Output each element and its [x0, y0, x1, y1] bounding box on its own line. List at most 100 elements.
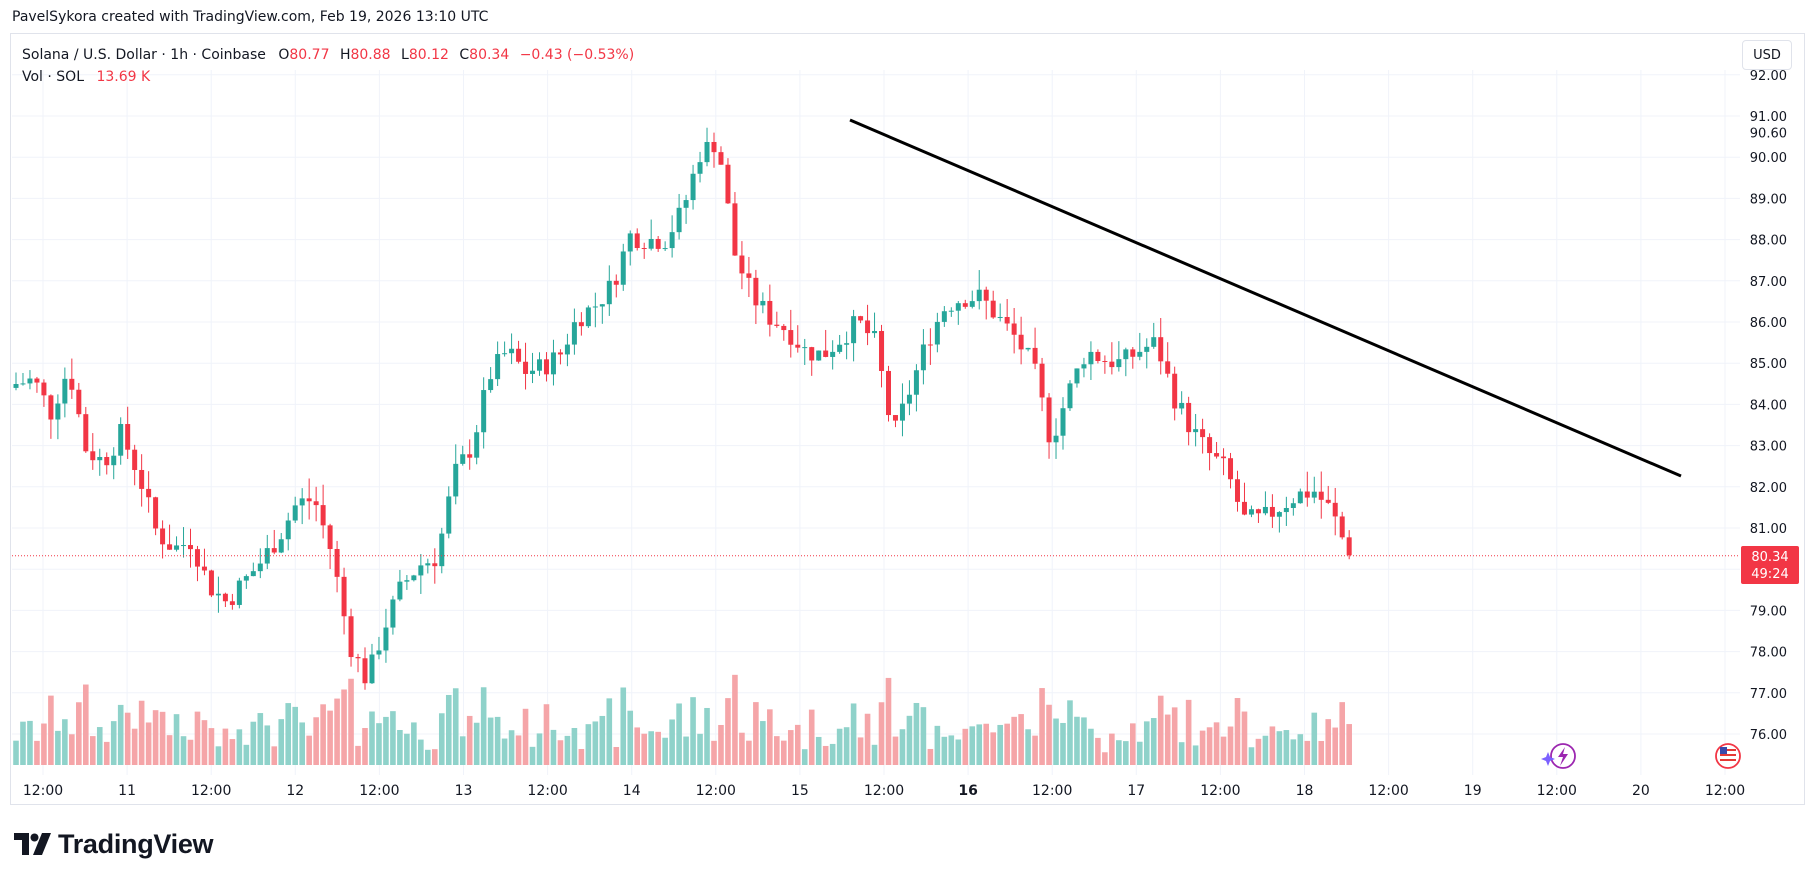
volume-bar [1290, 739, 1297, 765]
candle-body [530, 370, 536, 374]
volume-bar [1060, 722, 1066, 765]
candle-body [1158, 337, 1164, 362]
volume-bar [1192, 745, 1199, 765]
volume-bar [669, 719, 675, 765]
candle-body [292, 505, 298, 521]
volume-bar [1018, 714, 1024, 765]
candle-body [188, 545, 193, 550]
lightning-icon[interactable] [1541, 743, 1576, 769]
volume-bar [152, 710, 159, 765]
candle-body [753, 277, 759, 306]
candle-body [732, 203, 738, 256]
volume-bar [173, 714, 180, 765]
candle-body [41, 382, 47, 396]
volume-bar [948, 735, 955, 765]
volume-bar [892, 736, 899, 765]
close-label: C [459, 47, 470, 63]
price-tag-countdown: 49:24 [1751, 567, 1788, 582]
time-tick-label: 20 [1632, 783, 1650, 799]
candle-body [111, 455, 117, 466]
candle-body [557, 352, 563, 355]
volume-bar [452, 688, 459, 765]
symbol-name[interactable]: Solana / U.S. Dollar · 1h · Coinbase [22, 47, 266, 63]
candle-body [495, 354, 501, 380]
candle-body [90, 451, 96, 461]
candle-body [174, 545, 180, 550]
volume-bar [20, 721, 26, 765]
tradingview-logo[interactable]: TradingView [14, 829, 214, 859]
candle-body [571, 322, 577, 345]
time-tick-label: 12 [286, 783, 304, 799]
candle-body [997, 316, 1003, 318]
price-tick-label: 83.00 [1750, 440, 1787, 455]
candle-body [858, 316, 864, 321]
volume-bar [760, 721, 766, 765]
volume-bar [732, 674, 738, 765]
candle-body [306, 498, 312, 502]
volume-label[interactable]: Vol · SOL [22, 69, 85, 85]
candle-body [1276, 512, 1282, 517]
candle-body [599, 304, 605, 307]
volume-bar [292, 706, 298, 765]
time-tick-label: 12:00 [191, 783, 231, 799]
price-tick-label: 76.00 [1750, 728, 1787, 743]
candle-body [1109, 361, 1115, 368]
candle-body [278, 539, 284, 553]
volume-bar [404, 733, 410, 765]
volume-bar [808, 709, 815, 765]
candle-body [606, 280, 612, 305]
volume-bar [1283, 730, 1290, 765]
price-tick-label: 88.00 [1750, 234, 1787, 249]
volume-bar [459, 736, 466, 765]
volume-bar [627, 710, 634, 765]
volume-bar [801, 749, 808, 765]
volume-bar [704, 707, 710, 765]
volume-bar [187, 739, 194, 765]
candle-body [627, 233, 633, 252]
volume-bar [536, 733, 543, 765]
candle-body [446, 496, 452, 534]
volume-bar [955, 739, 962, 765]
time-tick-label: 14 [623, 783, 641, 799]
candle-body [976, 289, 982, 302]
candle-body [404, 580, 410, 582]
volume-bar [1102, 752, 1108, 765]
candle-body [76, 389, 82, 415]
chart-frame[interactable] [10, 33, 1805, 805]
volume-bar [850, 703, 857, 765]
volume-bar [494, 716, 501, 765]
us-flag-icon[interactable] [1715, 743, 1741, 769]
candle-body [243, 576, 249, 581]
candle-body [795, 344, 801, 348]
candle-body [641, 248, 647, 250]
candle-body [934, 321, 940, 345]
volume-bar [138, 700, 145, 765]
volume-bar [920, 707, 927, 765]
volume-bar [1311, 712, 1318, 765]
time-tick-label: 12:00 [696, 783, 736, 799]
volume-bar [250, 721, 257, 765]
volume-bar [1081, 717, 1087, 765]
candle-body [1214, 453, 1220, 457]
currency-button[interactable]: USD [1742, 40, 1792, 70]
volume-bar [89, 736, 96, 765]
candle-body [516, 348, 522, 362]
candle-body [1193, 429, 1199, 433]
candle-body [941, 311, 947, 322]
candlestick-series [13, 127, 1352, 690]
price-tick-label-extra: 90.60 [1750, 126, 1787, 141]
volume-bar [445, 694, 452, 765]
volume-bar [725, 698, 731, 765]
volume-bar [718, 724, 724, 765]
candle-body [1144, 346, 1150, 352]
volume-bar [739, 732, 745, 765]
volume-bar [711, 740, 717, 765]
high-label: H [339, 47, 351, 63]
volume-bar [390, 711, 396, 765]
volume-bar [641, 733, 647, 765]
candle-body [955, 303, 961, 311]
candle-body [739, 255, 745, 274]
candle-body [809, 347, 815, 361]
candle-body [948, 310, 954, 312]
